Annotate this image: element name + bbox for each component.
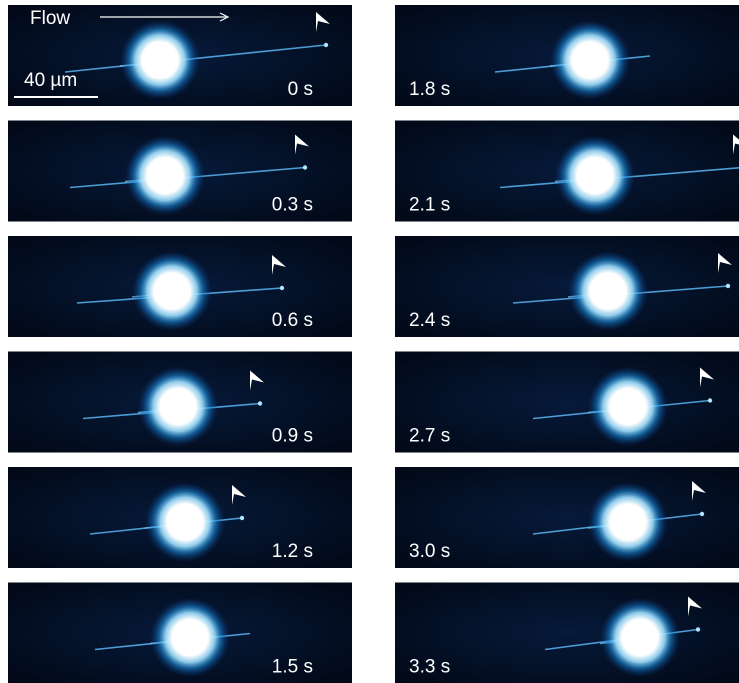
frame-panel: 0.9 s: [8, 352, 352, 453]
time-label: 2.1 s: [409, 195, 450, 216]
page: 0 s Flow 40 µm 0.3 s 0.6 s 0.9 s 1.2 s 1.5 s 1.8…: [0, 0, 739, 683]
filament-tip: [708, 398, 712, 402]
filament-tip: [324, 43, 328, 47]
frame-panel: 0.6 s: [8, 236, 352, 337]
frame-panel: 0 s Flow 40 µm: [8, 5, 352, 106]
filament-tip: [240, 516, 244, 520]
time-label: 0.9 s: [272, 426, 313, 447]
filament-tip: [258, 401, 262, 405]
figure: 0 s Flow 40 µm 0.3 s 0.6 s 0.9 s 1.2 s 1.5 s 1.8…: [0, 0, 739, 683]
time-label: 3.0 s: [409, 541, 450, 562]
frame-panel: 1.2 s: [8, 467, 352, 568]
frame-panel: 2.7 s: [395, 352, 739, 453]
time-label: 2.4 s: [409, 310, 450, 331]
frame-panel: 2.4 s: [395, 236, 739, 337]
bead-glow: [120, 20, 200, 100]
frame-panel: 1.5 s: [8, 583, 352, 683]
time-label: 2.7 s: [409, 426, 450, 447]
time-label: 3.3 s: [409, 657, 450, 678]
bead-glow: [132, 251, 212, 331]
bead-glow: [550, 20, 630, 100]
bead-glow: [588, 367, 668, 447]
bead-glow: [600, 598, 680, 678]
bead-glow: [555, 136, 635, 216]
filament-tip: [696, 627, 700, 631]
filament-tip: [280, 286, 284, 290]
time-label: 1.5 s: [272, 657, 313, 678]
frame-panel: 1.8 s: [395, 5, 739, 106]
bead-glow: [125, 136, 205, 216]
bead-glow: [150, 598, 230, 678]
filament-tip: [700, 512, 704, 516]
time-label: 1.2 s: [272, 541, 313, 562]
bead-glow: [568, 251, 648, 331]
flow-label: Flow: [30, 8, 70, 29]
time-label: 1.8 s: [409, 79, 450, 100]
frame-panel: 0.3 s: [8, 121, 352, 222]
bead-glow: [138, 367, 218, 447]
scale-bar-label: 40 µm: [24, 70, 77, 91]
frame-panel: 2.1 s: [395, 121, 739, 222]
bead-glow: [588, 482, 668, 562]
frame-panel: 3.0 s: [395, 467, 739, 568]
time-label: 0.6 s: [272, 310, 313, 331]
time-label: 0.3 s: [272, 195, 313, 216]
time-label: 0 s: [288, 79, 313, 100]
bead-glow: [145, 482, 225, 562]
filament-tip: [726, 284, 730, 288]
filament-tip: [303, 165, 307, 169]
frame-panel: 3.3 s: [395, 583, 739, 683]
